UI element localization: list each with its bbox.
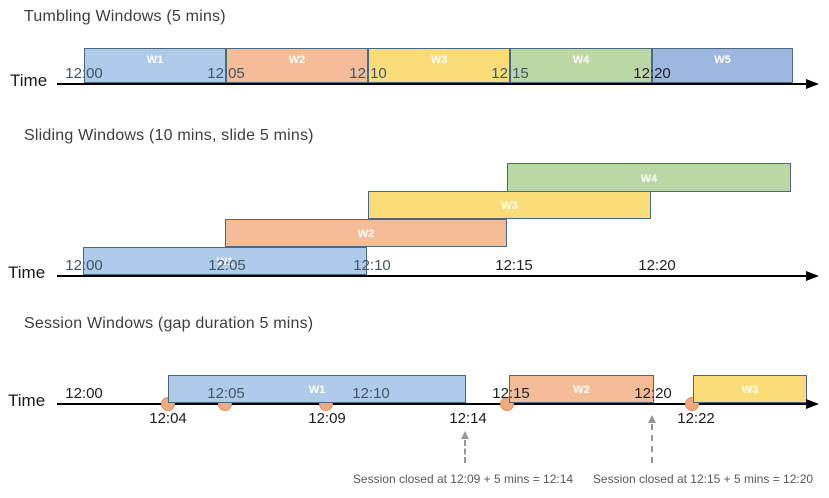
- axis-tick-label: 12:10: [353, 257, 391, 274]
- axis-tick-label: 12:05: [207, 65, 245, 82]
- time-axis-arrowhead: [806, 79, 819, 89]
- section-title-tumbling: Tumbling Windows (5 mins): [24, 8, 226, 25]
- time-axis-label-sliding: Time: [8, 263, 46, 282]
- session-closed-note: Session closed at 12:15 + 5 mins = 12:20: [592, 472, 814, 486]
- axis-tick-label: 12:15: [492, 385, 530, 402]
- window-bar-w2: W2: [226, 48, 368, 83]
- window-bar-label: W2: [288, 54, 306, 66]
- window-bar-w3: W3: [368, 191, 651, 219]
- axis-tick-label: 12:20: [634, 385, 672, 402]
- axis-tick-label: 12:10: [349, 65, 387, 82]
- section-title-sliding: Sliding Windows (10 mins, slide 5 mins): [24, 127, 314, 144]
- window-bar-label: W2: [357, 228, 375, 240]
- window-bar-w2: W2: [509, 375, 654, 403]
- callout-arrow-shaft: [651, 424, 653, 463]
- window-bar-w1: W1: [168, 375, 466, 403]
- window-bar-label: W3: [741, 384, 759, 396]
- window-bar-label: W2: [573, 384, 590, 396]
- window-bar-label: W3: [430, 54, 448, 66]
- callout-arrow-shaft: [464, 440, 466, 463]
- time-axis-label-session: Time: [8, 391, 46, 410]
- window-bar-label: W1: [146, 54, 164, 66]
- window-bar-w2: W2: [225, 219, 507, 247]
- time-axis: [57, 403, 806, 405]
- section-title-session: Session Windows (gap duration 5 mins): [24, 315, 314, 332]
- window-bar-w1: W1: [83, 247, 367, 275]
- window-bar-w4: W4: [507, 163, 791, 192]
- window-bar-label: W4: [572, 54, 590, 66]
- time-axis: [57, 83, 806, 85]
- axis-tick-label: 12:20: [633, 65, 671, 82]
- window-bar-label: W3: [501, 200, 518, 212]
- event-time-label: 12:09: [308, 410, 346, 427]
- axis-tick-label: 12:00: [65, 65, 103, 82]
- window-bar-w5: W5: [652, 48, 793, 83]
- window-bar-label: W4: [640, 173, 658, 185]
- axis-tick-label: 12:00: [65, 257, 103, 274]
- axis-tick-label: 12:15: [495, 257, 533, 274]
- axis-tick-label: 12:05: [207, 385, 245, 402]
- window-bar-w4: W4: [510, 48, 652, 83]
- axis-tick-label: 12:15: [491, 65, 529, 82]
- event-time-label: 12:04: [149, 410, 187, 427]
- window-bar-w1: W1: [84, 48, 226, 83]
- window-bar-label: W5: [714, 54, 731, 66]
- axis-tick-label: 12:00: [65, 385, 103, 402]
- time-axis-label-tumbling: Time: [10, 71, 48, 90]
- axis-tick-label: 12:05: [208, 257, 246, 274]
- axis-tick-label: 12:10: [352, 385, 390, 402]
- time-axis: [57, 275, 806, 277]
- event-time-label: 12:14: [449, 410, 487, 427]
- callout-arrow-head: [461, 431, 469, 439]
- window-bar-label: W1: [308, 384, 326, 396]
- session-closed-note: Session closed at 12:09 + 5 mins = 12:14: [352, 472, 574, 486]
- callout-arrow-head: [648, 415, 656, 423]
- time-axis-arrowhead: [806, 271, 819, 281]
- axis-tick-label: 12:20: [638, 257, 676, 274]
- time-axis-arrowhead: [806, 399, 819, 409]
- window-bar-w3: W3: [368, 48, 510, 83]
- event-time-label: 12:22: [677, 410, 715, 427]
- window-bar-w3: W3: [693, 375, 807, 403]
- window-bar-label: W1: [216, 256, 234, 268]
